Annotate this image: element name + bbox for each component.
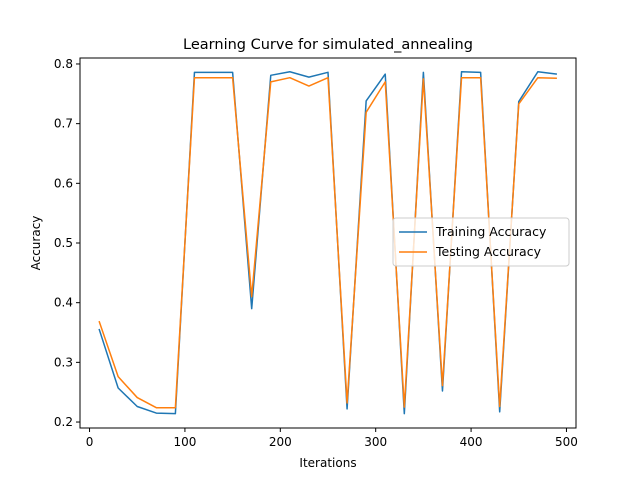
series-line-0 (98, 70, 558, 415)
legend-label-training: Training Accuracy (435, 224, 547, 239)
x-tick-label: 400 (460, 435, 483, 449)
x-tick-label: 0 (86, 435, 94, 449)
y-tick-label: 0.4 (54, 296, 73, 310)
x-axis-ticks: 0 100 200 300 400 500 (86, 428, 578, 449)
x-axis-label: Iterations (299, 456, 356, 470)
series-line-1 (98, 76, 557, 409)
y-tick-label: 0.8 (54, 57, 73, 71)
y-tick-label: 0.6 (54, 176, 73, 190)
x-tick-label: 100 (173, 435, 196, 449)
y-tick-label: 0.7 (54, 117, 73, 131)
x-tick-label: 300 (364, 435, 387, 449)
y-axis-label: Accuracy (29, 216, 43, 271)
chart-title: Learning Curve for simulated_annealing (183, 37, 473, 53)
legend-label-testing: Testing Accuracy (435, 244, 542, 259)
plot-lines (98, 70, 558, 415)
x-tick-label: 200 (269, 435, 292, 449)
y-axis-ticks: 0.2 0.3 0.4 0.5 0.6 0.7 0.8 (54, 57, 80, 429)
legend-box (392, 217, 570, 267)
x-tick-label: 500 (555, 435, 578, 449)
y-tick-label: 0.3 (54, 355, 73, 369)
y-tick-label: 0.2 (54, 415, 73, 429)
y-tick-label: 0.5 (54, 236, 73, 250)
legend: Training Accuracy Testing Accuracy (392, 217, 570, 267)
